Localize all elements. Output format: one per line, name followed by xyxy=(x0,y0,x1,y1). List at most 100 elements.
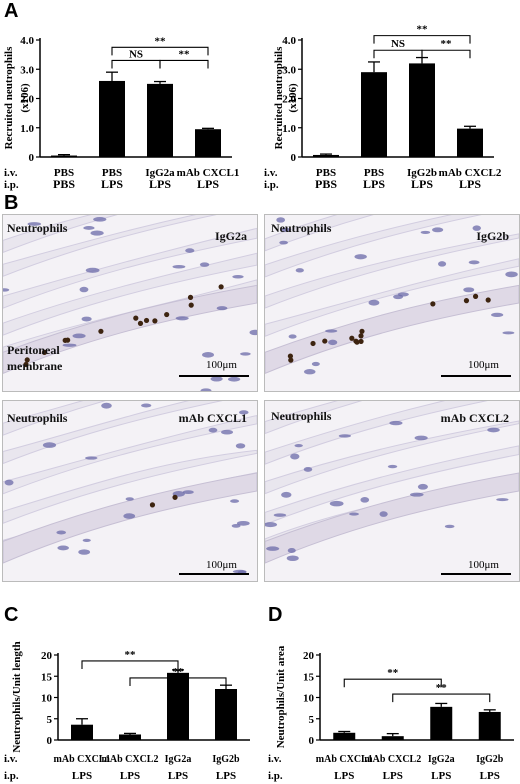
x-tick-label-iv: PBS xyxy=(54,167,74,179)
bar xyxy=(313,154,339,157)
nucleus xyxy=(231,523,241,528)
nucleus xyxy=(279,240,288,245)
significance-bracket xyxy=(373,35,471,44)
nucleus xyxy=(42,442,57,448)
tissue-image xyxy=(3,215,257,391)
bar xyxy=(99,80,125,157)
y-tick-label: 5 xyxy=(47,714,53,726)
nucleus xyxy=(175,316,189,321)
y-tick-label: 4.0 xyxy=(20,35,34,47)
x-tick-label-iv: mAb CXCL1 xyxy=(316,754,373,765)
bar xyxy=(147,83,173,157)
significance-label: ** xyxy=(179,48,191,60)
nucleus xyxy=(208,427,218,433)
y-tick-label: 15 xyxy=(303,671,315,683)
nucleus xyxy=(354,254,367,260)
nucleus xyxy=(288,334,297,339)
row-label-iv: i.v. xyxy=(268,753,282,765)
nucleus xyxy=(90,230,104,236)
nucleus xyxy=(420,230,431,235)
significance-label: ** xyxy=(441,38,453,50)
muscle-fiber xyxy=(265,233,519,309)
x-tick-label-ip: LPS xyxy=(480,770,500,782)
x-tick-label-iv: IgG2b xyxy=(476,754,504,765)
nucleus xyxy=(81,316,92,322)
x-tick-label-iv: PBS xyxy=(316,167,336,179)
peritoneal-membrane xyxy=(265,284,519,374)
row-label-ip: i.p. xyxy=(264,179,279,191)
nucleus xyxy=(444,524,455,529)
scale-bar-label: 100μm xyxy=(468,359,499,371)
nucleus xyxy=(27,222,42,226)
nucleus xyxy=(303,466,313,472)
y-axis-label: Recruited neutrophils xyxy=(273,46,285,149)
neutrophil-cell xyxy=(187,294,194,300)
row-label-ip: i.p. xyxy=(268,770,283,782)
nucleus xyxy=(414,435,428,441)
y-tick-label: 0 xyxy=(309,735,315,747)
nucleus xyxy=(368,299,380,306)
nucleus xyxy=(85,267,100,273)
nucleus xyxy=(3,288,10,292)
micrograph-treatment: IgG2b xyxy=(476,229,509,243)
scale-bar-label: 100μm xyxy=(206,559,237,571)
bar-chart-cxcl1-recruitment: 0 1.0 2.0 3.0 4.0 Recruited neutrophils (x106)… xyxy=(3,35,239,191)
nucleus xyxy=(329,500,344,507)
nucleus xyxy=(472,225,481,231)
nucleus xyxy=(82,538,91,542)
micrograph-treatment: mAb CXCL2 xyxy=(440,411,509,425)
nucleus xyxy=(349,512,359,516)
nucleus xyxy=(56,530,67,535)
x-tick-label-ip: LPS xyxy=(120,770,140,782)
micrograph-igg2a: Neutrophils IgG2a Peritoneal membrane 10… xyxy=(2,214,258,392)
nucleus xyxy=(273,513,287,517)
nucleus xyxy=(236,520,250,526)
neutrophil-cell xyxy=(472,293,479,299)
significance-bracket xyxy=(343,678,442,688)
y-tick-label: 3.0 xyxy=(282,64,296,76)
peritoneal-membrane xyxy=(3,284,257,374)
nucleus xyxy=(141,403,152,408)
x-tick-label-ip: LPS xyxy=(168,770,188,782)
row-label-iv: i.v. xyxy=(264,167,278,179)
x-tick-label-ip: LPS xyxy=(411,177,433,191)
neutrophil-cell xyxy=(149,502,156,508)
micrograph-label: Neutrophils xyxy=(271,409,332,423)
nucleus xyxy=(491,312,504,318)
x-tick-label-ip: LPS xyxy=(216,770,236,782)
neutrophil-cell xyxy=(62,337,68,343)
nucleus xyxy=(101,402,112,409)
micrograph-treatment: mAb CXCL1 xyxy=(178,411,247,425)
panel-letter-a: A xyxy=(4,0,19,22)
panel-letter-d: D xyxy=(268,604,283,626)
nucleus xyxy=(78,549,91,555)
y-tick-label: 5 xyxy=(309,714,315,726)
y-tick-label: 2.0 xyxy=(20,94,34,106)
tissue-image xyxy=(265,215,519,375)
nucleus xyxy=(502,331,515,335)
nucleus xyxy=(83,226,95,230)
x-tick-label-ip: PBS xyxy=(315,177,337,191)
significance-label: NS xyxy=(129,48,143,60)
x-tick-label-ip: LPS xyxy=(72,770,92,782)
nucleus xyxy=(487,427,500,433)
nucleus xyxy=(202,352,214,358)
y-axis-label-units: (x106) xyxy=(19,83,31,113)
neutrophil-cell xyxy=(23,361,29,368)
y-tick-label: 15 xyxy=(41,671,53,683)
nucleus xyxy=(286,555,299,562)
y-axis-label-units: (x106) xyxy=(287,83,299,113)
nucleus xyxy=(379,511,388,517)
bar xyxy=(71,724,93,740)
nucleus xyxy=(281,227,290,232)
neutrophil-cell xyxy=(310,340,316,347)
nucleus xyxy=(93,217,107,222)
bar xyxy=(119,734,141,740)
neutrophil-cell xyxy=(164,311,170,318)
x-tick-label-iv: IgG2b xyxy=(212,754,240,765)
nucleus xyxy=(410,492,424,497)
micrograph-treatment: IgG2a xyxy=(214,229,247,243)
bar-chart-neutrophils-unit-area: 0 5 10 15 20 Neutrophils/Unit area i.v. i.p. mAb… xyxy=(268,645,514,782)
nucleus xyxy=(468,260,480,265)
